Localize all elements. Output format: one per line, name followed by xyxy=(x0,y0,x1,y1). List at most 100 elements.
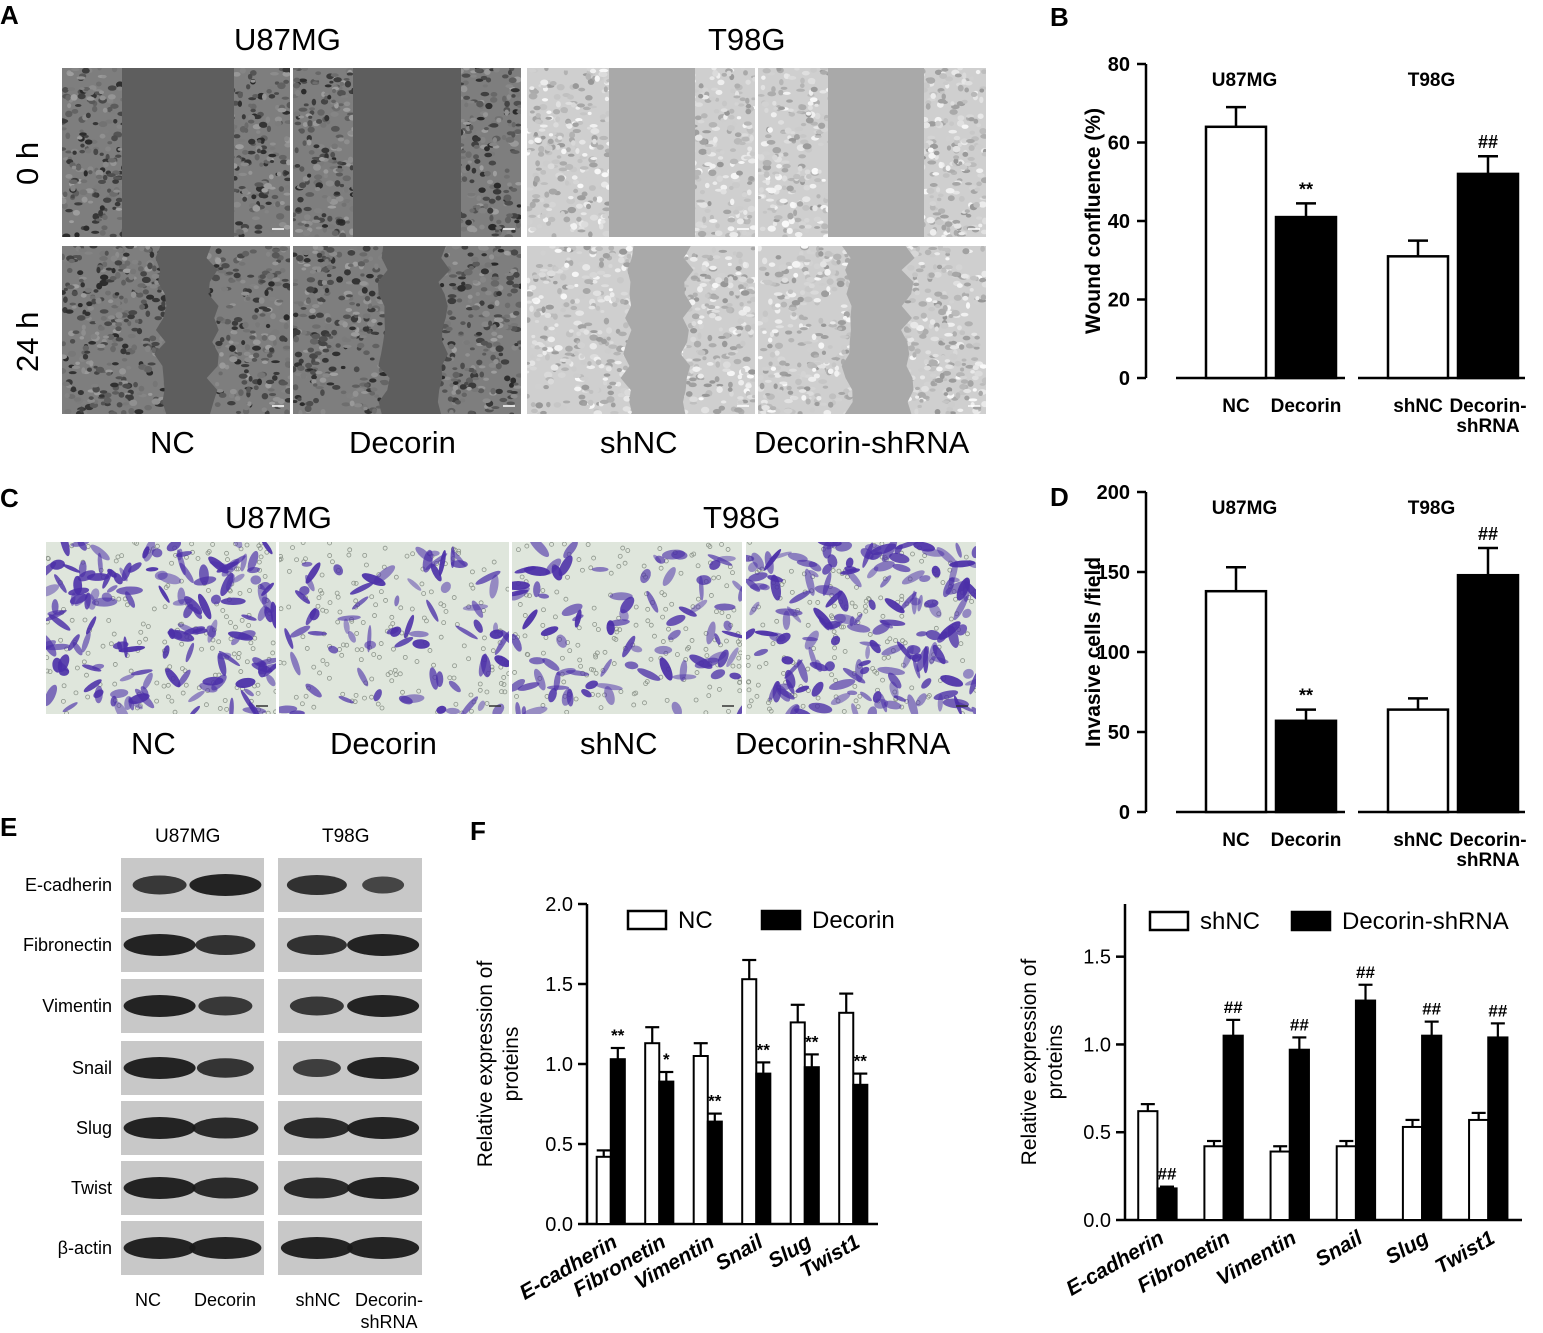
cell-speck xyxy=(740,97,746,101)
cell-speck xyxy=(152,265,157,271)
cell-speck xyxy=(476,360,482,366)
cell-speck xyxy=(69,371,77,374)
cell-speck xyxy=(468,299,472,303)
cell-speck xyxy=(709,76,714,80)
cell-speck xyxy=(804,218,809,223)
cell-speck xyxy=(293,400,297,403)
cell-speck xyxy=(338,103,343,106)
cell-speck xyxy=(599,261,604,268)
cell-speck xyxy=(695,308,701,311)
cell-speck xyxy=(702,356,706,360)
cell-speck xyxy=(702,216,706,223)
cell-speck xyxy=(503,190,509,193)
cell-speck xyxy=(130,269,136,275)
cell-speck xyxy=(744,306,750,312)
cell-speck xyxy=(544,68,548,71)
cell-speck xyxy=(232,331,238,335)
cell-speck xyxy=(590,157,597,160)
cell-speck xyxy=(345,81,351,88)
cell-speck xyxy=(496,220,501,224)
cell-speck xyxy=(697,320,702,324)
cell-speck xyxy=(318,280,322,286)
cell-speck xyxy=(352,278,361,284)
cell-speck xyxy=(99,121,108,127)
cell-speck xyxy=(531,402,536,407)
cell-speck xyxy=(575,310,584,316)
cell-speck xyxy=(573,373,581,378)
cell-speck xyxy=(381,380,389,385)
cell-speck xyxy=(252,346,261,351)
cell-speck xyxy=(709,380,715,384)
cell-speck xyxy=(340,184,344,187)
cell-speck xyxy=(246,387,251,393)
cell-speck xyxy=(110,111,114,114)
cell-speck xyxy=(512,122,516,127)
cell-speck xyxy=(561,149,566,154)
cell-speck xyxy=(80,130,84,133)
cell-speck xyxy=(606,366,612,371)
cell-speck xyxy=(967,157,974,161)
cell-speck xyxy=(154,316,161,320)
cell-speck xyxy=(242,251,249,257)
cell-speck xyxy=(505,84,513,88)
cell-speck xyxy=(119,368,126,374)
cell-speck xyxy=(949,121,954,126)
cell-speck xyxy=(103,108,108,113)
cell-speck xyxy=(328,206,337,209)
cell-speck xyxy=(344,139,350,144)
cell-speck xyxy=(554,345,563,351)
cell-speck xyxy=(728,382,733,388)
cell-speck xyxy=(336,172,343,176)
cell-speck xyxy=(549,202,556,208)
cell-speck xyxy=(340,82,344,86)
cell-speck xyxy=(544,326,548,331)
cell-speck xyxy=(737,218,744,224)
cell-speck xyxy=(573,180,579,184)
cell-speck xyxy=(505,217,511,224)
cell-speck xyxy=(239,373,248,378)
cell-speck xyxy=(616,382,621,387)
cell-speck xyxy=(325,84,332,87)
cell-speck xyxy=(749,135,753,142)
cell-speck xyxy=(100,230,106,236)
cell-speck xyxy=(751,324,755,330)
cell-speck xyxy=(269,393,276,396)
cell-speck xyxy=(241,380,247,385)
cell-speck xyxy=(565,180,569,185)
cell-speck xyxy=(485,262,492,267)
cell-speck xyxy=(72,151,76,155)
cell-speck xyxy=(806,117,814,123)
cell-speck xyxy=(615,361,622,365)
cell-speck xyxy=(926,298,932,302)
cell-speck xyxy=(72,366,80,369)
cell-speck xyxy=(83,226,89,231)
cell-speck xyxy=(611,297,616,303)
cell-speck xyxy=(294,78,300,83)
cell-speck xyxy=(79,150,85,153)
cell-speck xyxy=(557,84,565,90)
cell-speck xyxy=(279,186,284,192)
cell-speck xyxy=(535,160,540,166)
cell-speck xyxy=(945,257,949,260)
cell-speck xyxy=(363,246,371,252)
cell-speck xyxy=(779,264,787,271)
cell-speck xyxy=(971,92,977,97)
cell-speck xyxy=(311,375,317,380)
cell-speck xyxy=(790,202,795,208)
cell-speck xyxy=(596,306,600,311)
cell-speck xyxy=(536,168,542,171)
cell-speck xyxy=(448,344,454,350)
cell-speck xyxy=(588,112,592,115)
cell-speck xyxy=(489,143,497,147)
cell-speck xyxy=(930,93,935,99)
cell-speck xyxy=(330,152,335,158)
cell-speck xyxy=(362,287,368,294)
cell-speck xyxy=(65,393,70,398)
cell-speck xyxy=(707,201,711,206)
cell-speck xyxy=(468,160,472,163)
cell-speck xyxy=(366,274,374,279)
cell-speck xyxy=(546,208,552,211)
cell-speck xyxy=(707,335,712,341)
cell-speck xyxy=(146,295,154,300)
cell-speck xyxy=(460,119,464,123)
